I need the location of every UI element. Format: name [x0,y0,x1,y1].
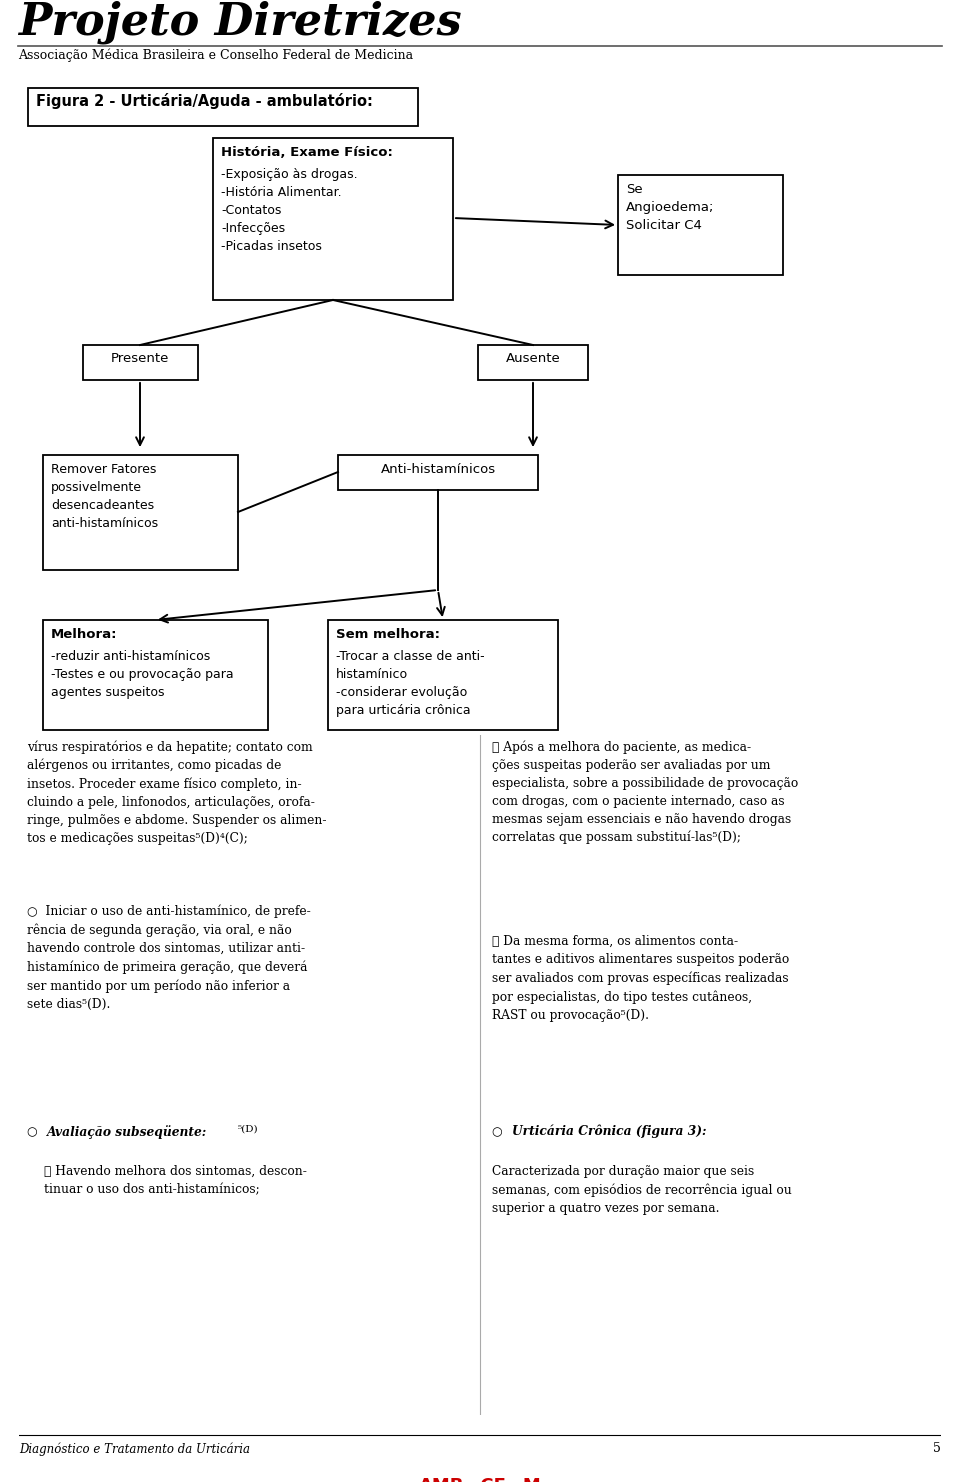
FancyBboxPatch shape [328,619,558,731]
Text: Projeto Diretrizes: Projeto Diretrizes [18,0,462,43]
FancyBboxPatch shape [338,455,538,491]
FancyBboxPatch shape [83,345,198,379]
FancyBboxPatch shape [28,87,418,126]
Text: -Trocar a classe de anti-
histamínico
-considerar evolução
para urticária crônic: -Trocar a classe de anti- histamínico -c… [336,651,485,717]
Text: Ausente: Ausente [506,353,561,365]
Text: Se
Angioedema;
Solicitar C4: Se Angioedema; Solicitar C4 [626,182,714,233]
Text: Avaliação subseqüente:: Avaliação subseqüente: [47,1125,207,1138]
Text: ○: ○ [27,1125,46,1138]
Text: Urticária Crônica (figura 3):: Urticária Crônica (figura 3): [512,1125,707,1138]
Text: Associação Médica Brasileira e Conselho Federal de Medicina: Associação Médica Brasileira e Conselho … [18,49,413,62]
Text: -Exposição às drogas.
-História Alimentar.
-Contatos
-Infecções
-Picadas insetos: -Exposição às drogas. -História Alimenta… [221,167,358,253]
FancyBboxPatch shape [478,345,588,379]
Text: Remover Fatores
possivelmente
desencadeantes
anti-histamínicos: Remover Fatores possivelmente desencadea… [51,462,158,531]
Text: ➞ Da mesma forma, os alimentos conta-
tantes e aditivos alimentares suspeitos po: ➞ Da mesma forma, os alimentos conta- ta… [492,935,789,1021]
FancyBboxPatch shape [43,455,238,571]
FancyBboxPatch shape [213,138,453,299]
Text: Sem melhora:: Sem melhora: [336,628,440,642]
Text: ⁵(D): ⁵(D) [237,1125,258,1134]
Text: ○: ○ [492,1125,511,1138]
Text: -reduzir anti-histamínicos
-Testes e ou provocação para
agentes suspeitos: -reduzir anti-histamínicos -Testes e ou … [51,651,233,700]
Text: ➞ Havendo melhora dos sintomas, descon-
tinuar o uso dos anti-histamínicos;: ➞ Havendo melhora dos sintomas, descon- … [44,1165,307,1196]
Text: vírus respiratórios e da hepatite; contato com
alérgenos ou irritantes, como pic: vírus respiratórios e da hepatite; conta… [27,740,326,845]
Text: Caracterizada por duração maior que seis
semanas, com episódios de recorrência i: Caracterizada por duração maior que seis… [492,1165,792,1215]
FancyBboxPatch shape [618,175,783,276]
Text: 5: 5 [933,1442,941,1455]
Text: História, Exame Físico:: História, Exame Físico: [221,147,393,159]
Text: AMB▬CF▬M: AMB▬CF▬M [419,1478,541,1482]
Text: Melhora:: Melhora: [51,628,117,642]
FancyBboxPatch shape [43,619,268,731]
Text: Figura 2 - Urticária/Aguda - ambulatório:: Figura 2 - Urticária/Aguda - ambulatório… [36,93,372,110]
Text: Anti-histamínicos: Anti-histamínicos [380,462,495,476]
Text: Diagnóstico e Tratamento da Urticária: Diagnóstico e Tratamento da Urticária [19,1442,251,1455]
Text: Presente: Presente [110,353,169,365]
Text: ○  Iniciar o uso de anti-histamínico, de prefe-
rência de segunda geração, via o: ○ Iniciar o uso de anti-histamínico, de … [27,906,311,1011]
Text: ➞ Após a melhora do paciente, as medica-
ções suspeitas poderão ser avaliadas po: ➞ Após a melhora do paciente, as medica-… [492,740,799,845]
